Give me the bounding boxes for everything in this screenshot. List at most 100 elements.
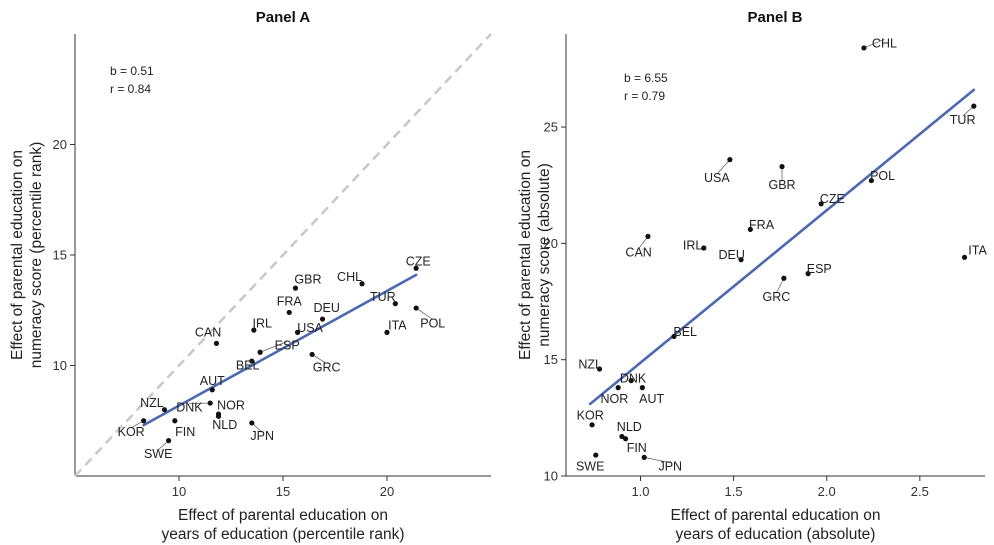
- panel-a: Panel A 10 15 20 10 15 20 Effect of parental ed…: [9, 9, 492, 543]
- point-label-nld: NLD: [212, 418, 237, 432]
- stat-annotation: b = 0.51: [110, 64, 154, 78]
- x-axis-label: years of education (percentile rank): [162, 526, 405, 543]
- data-point-gbr: [779, 164, 785, 170]
- x-tick-label: 1.5: [725, 484, 743, 499]
- y-tick-label: 10: [544, 469, 558, 484]
- point-label-chl: CHL: [872, 36, 897, 50]
- fit-line: [588, 88, 976, 406]
- point-label-fra: FRA: [749, 218, 775, 232]
- y-axis-label: numeracy score (absolute): [536, 163, 553, 347]
- data-point-ita: [384, 329, 390, 335]
- point-label-can: CAN: [625, 246, 651, 260]
- x-tick-label: 2.0: [818, 484, 836, 499]
- data-point-tur: [392, 301, 398, 307]
- label-leader: [863, 38, 885, 49]
- point-label-kor: KOR: [118, 425, 145, 439]
- point-label-tur: TUR: [950, 113, 976, 127]
- data-point-jpn: [641, 454, 647, 460]
- point-label-pol: POL: [870, 169, 895, 183]
- point-label-nor: NOR: [217, 398, 245, 412]
- data-point-gbr: [292, 285, 299, 291]
- data-point-jpn: [249, 420, 255, 426]
- data-point-can: [213, 340, 220, 346]
- data-point-irl: [701, 245, 707, 251]
- y-axis-label: numeracy score (percentile rank): [28, 142, 45, 369]
- data-point-esp: [805, 271, 811, 277]
- data-point-swe: [593, 452, 599, 458]
- point-label-dnk: DNK: [620, 371, 647, 385]
- data-point-aut: [639, 385, 645, 391]
- data-point-irl: [251, 327, 257, 333]
- label-leader: [644, 457, 671, 464]
- y-tick-label: 25: [544, 120, 558, 135]
- x-tick-label: 15: [276, 484, 290, 499]
- point-label-fra: FRA: [277, 294, 303, 308]
- point-label-usa: USA: [704, 171, 730, 185]
- x-axis-label: Effect of parental education on: [178, 507, 388, 524]
- point-label-kor: KOR: [577, 409, 604, 423]
- data-point-dnk: [628, 378, 634, 384]
- data-point-grc: [781, 275, 787, 281]
- data-point-nld: [619, 433, 625, 440]
- point-label-ita: ITA: [968, 243, 987, 257]
- y-axis-label: Effect of parental education on: [517, 150, 534, 360]
- y-tick-label: 15: [544, 352, 558, 367]
- point-label-nzl: NZL: [578, 357, 602, 371]
- data-point-kor: [589, 422, 595, 428]
- data-point-deu: [319, 316, 326, 322]
- data-point-aut: [209, 387, 215, 393]
- fit-line: [142, 273, 418, 427]
- data-point-fin: [622, 436, 629, 442]
- panel-b: Panel B 1.0 1.5 2.0 2.5 10 15 20 25 Effect of par…: [517, 9, 987, 543]
- point-label-esp: ESP: [275, 339, 300, 353]
- stat-annotation: r = 0.79: [624, 89, 665, 103]
- point-label-aut: AUT: [200, 374, 225, 388]
- data-point-chl: [359, 281, 365, 287]
- point-label-nzl: NZL: [140, 396, 164, 410]
- point-label-cze: CZE: [406, 255, 431, 269]
- y-tick-label: 10: [53, 358, 67, 373]
- point-label-jpn: JPN: [250, 429, 274, 443]
- data-point-grc: [309, 351, 315, 358]
- data-point-can: [645, 233, 651, 239]
- point-label-gbr: GBR: [294, 272, 321, 286]
- label-leader: [776, 278, 785, 294]
- point-label-nld: NLD: [617, 420, 642, 434]
- data-point-swe: [166, 438, 172, 444]
- data-point-pol: [413, 305, 419, 311]
- point-label-pol: POL: [420, 317, 445, 331]
- x-tick-label: 10: [172, 484, 186, 499]
- x-axis-label: years of education (absolute): [676, 526, 876, 543]
- point-label-swe: SWE: [144, 447, 172, 461]
- point-label-irl: IRL: [252, 317, 272, 331]
- data-point-nzl: [596, 366, 603, 372]
- point-label-tur: TUR: [370, 290, 396, 304]
- point-label-chl: CHL: [337, 270, 362, 284]
- x-tick-label: 2.5: [911, 484, 929, 499]
- point-label-fin: FIN: [627, 441, 647, 455]
- point-label-nor: NOR: [601, 392, 629, 406]
- diagonal-reference-line: [74, 33, 492, 477]
- point-label-swe: SWE: [576, 460, 604, 474]
- data-point-fin: [172, 418, 178, 424]
- chart-title: Panel A: [256, 9, 311, 26]
- y-tick-label: 20: [544, 236, 558, 251]
- point-label-irl: IRL: [683, 239, 703, 253]
- point-label-bel: BEL: [236, 359, 260, 373]
- point-label-aut: AUT: [639, 392, 664, 406]
- point-label-cze: CZE: [820, 192, 845, 206]
- data-point-fra: [747, 226, 753, 233]
- x-axis-label: Effect of parental education on: [671, 507, 881, 524]
- data-point-ita: [961, 254, 968, 260]
- data-point-pol: [868, 177, 875, 184]
- x-tick-label: 20: [380, 484, 394, 499]
- point-label-deu: DEU: [313, 301, 339, 315]
- data-point-dnk: [207, 400, 213, 406]
- x-tick-label: 1.0: [631, 484, 649, 499]
- data-point-nzl: [161, 407, 168, 413]
- data-point-tur: [971, 103, 977, 109]
- data-point-kor: [141, 418, 147, 424]
- point-label-grc: GRC: [763, 290, 791, 304]
- data-point-nor: [615, 385, 621, 391]
